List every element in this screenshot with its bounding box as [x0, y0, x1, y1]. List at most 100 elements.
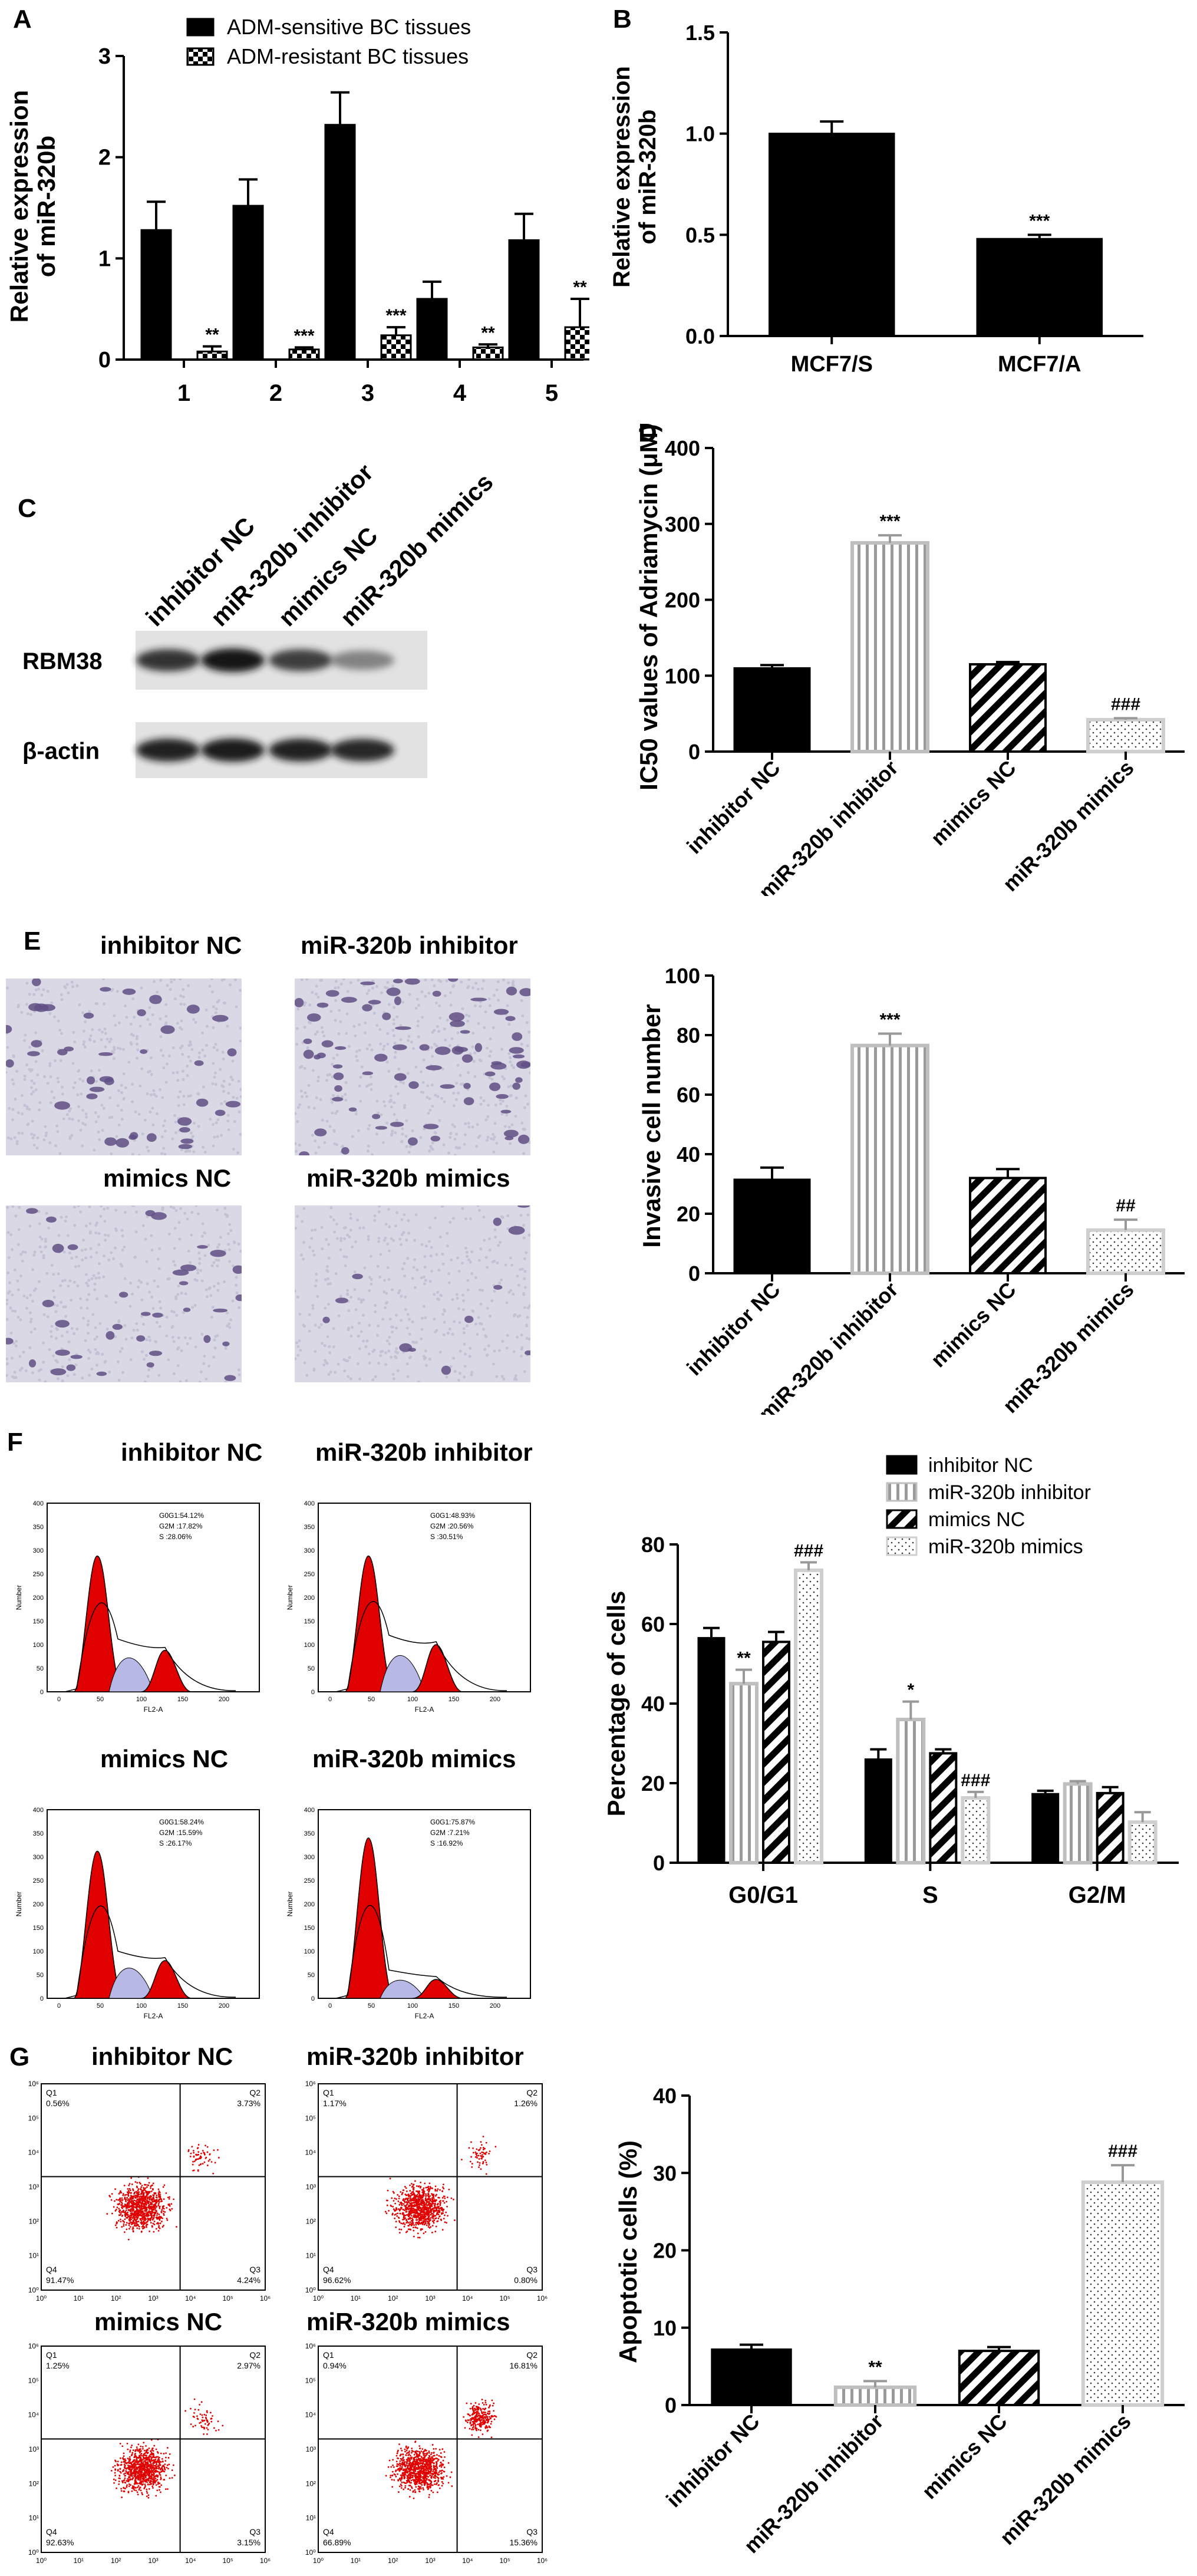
- event-dot: [404, 2186, 406, 2188]
- membrane-pore: [184, 1292, 187, 1296]
- event-dot: [159, 2192, 161, 2193]
- membrane-pore: [373, 1218, 377, 1222]
- membrane-pore: [339, 1239, 343, 1243]
- event-dot: [165, 2192, 167, 2194]
- membrane-pore: [375, 985, 378, 989]
- x-tick-label: 10¹: [74, 2294, 84, 2302]
- x-tick-label: 100: [407, 2002, 418, 2010]
- membrane-pore: [144, 1237, 147, 1241]
- x-tick-label: 4: [453, 380, 467, 406]
- event-dot: [393, 2192, 395, 2194]
- event-dot: [194, 2159, 197, 2161]
- event-dot: [405, 2211, 407, 2213]
- membrane-pore: [18, 1355, 22, 1358]
- plot-frame: [318, 1809, 531, 1999]
- g2m-peak: [412, 1979, 463, 1999]
- event-dot: [147, 2193, 149, 2195]
- membrane-pore: [371, 1003, 375, 1007]
- membrane-pore: [164, 1129, 167, 1133]
- event-dot: [127, 2214, 128, 2216]
- membrane-pore: [212, 1123, 215, 1126]
- membrane-pore: [11, 1248, 14, 1251]
- event-dot: [159, 2206, 161, 2208]
- membrane-pore: [23, 1074, 27, 1078]
- membrane-pore: [408, 1355, 412, 1359]
- membrane-pore: [140, 1298, 144, 1302]
- membrane-pore: [235, 1096, 239, 1100]
- event-dot: [130, 2192, 133, 2194]
- y-tick-label: 10: [653, 2316, 677, 2340]
- event-dot: [134, 2206, 137, 2209]
- membrane-pore: [36, 1073, 39, 1077]
- event-dot: [408, 2206, 410, 2208]
- event-dot: [133, 2193, 135, 2195]
- membrane-pore: [52, 1273, 55, 1276]
- membrane-pore: [31, 1136, 35, 1139]
- event-dot: [148, 2204, 150, 2206]
- event-dot: [494, 2146, 497, 2148]
- membrane-pore: [501, 1075, 504, 1078]
- membrane-pore: [479, 1059, 483, 1063]
- membrane-pore: [11, 1108, 15, 1111]
- membrane-pore: [507, 1052, 511, 1055]
- event-dot: [433, 2193, 435, 2196]
- event-dot: [166, 2218, 168, 2220]
- bar: [232, 205, 264, 361]
- membrane-pore: [89, 1247, 93, 1250]
- event-dot: [479, 2162, 481, 2164]
- invasive-cell: [172, 1269, 189, 1276]
- event-dot: [126, 2222, 128, 2224]
- membrane-pore: [236, 1151, 239, 1155]
- membrane-pore: [179, 1090, 182, 1093]
- event-dot: [126, 2217, 128, 2219]
- event-dot: [126, 2196, 128, 2199]
- event-dot: [127, 2206, 129, 2209]
- y-tick-label: 250: [33, 1571, 44, 1578]
- event-dot: [416, 2203, 418, 2205]
- membrane-pore: [25, 1296, 29, 1300]
- x-tick-label: 10⁰: [36, 2557, 47, 2565]
- invasive-cell: [227, 1048, 237, 1057]
- membrane-pore: [307, 1105, 311, 1109]
- membrane-pore: [165, 1062, 169, 1066]
- membrane-pore: [371, 1153, 374, 1155]
- invasive-cell: [118, 1292, 128, 1298]
- micrograph-background: [295, 1205, 530, 1382]
- event-dot: [120, 2190, 121, 2192]
- membrane-pore: [382, 1100, 385, 1103]
- membrane-pore: [103, 1361, 107, 1364]
- membrane-pore: [55, 1124, 59, 1128]
- membrane-pore: [435, 1329, 438, 1332]
- membrane-pore: [177, 1221, 181, 1224]
- membrane-pore: [209, 1294, 213, 1297]
- membrane-pore: [229, 1318, 233, 1322]
- membrane-pore: [492, 1138, 495, 1141]
- membrane-pore: [124, 1004, 127, 1008]
- membrane-pore: [19, 1253, 23, 1256]
- membrane-pore: [34, 1031, 38, 1035]
- membrane-pore: [405, 1119, 408, 1122]
- membrane-pore: [334, 1272, 338, 1276]
- membrane-pore: [436, 1095, 440, 1098]
- y-tick-label: 10⁶: [28, 2342, 39, 2350]
- membrane-pore: [476, 1123, 479, 1126]
- event-dot: [131, 2198, 133, 2200]
- event-dot: [484, 2159, 486, 2162]
- event-dot: [125, 2207, 127, 2209]
- membrane-pore: [403, 1103, 407, 1107]
- event-dot: [443, 2183, 444, 2186]
- x-tick-label: 200: [219, 2002, 229, 2010]
- event-dot: [129, 2198, 131, 2201]
- event-dot: [404, 2215, 407, 2216]
- event-dot: [128, 2185, 130, 2186]
- membrane-pore: [14, 1098, 17, 1101]
- event-dot: [136, 2223, 138, 2225]
- event-dot: [124, 2213, 127, 2215]
- invasive-cell: [464, 1315, 474, 1323]
- event-dot: [152, 2182, 154, 2185]
- invasive-cell: [448, 979, 459, 982]
- membrane-pore: [15, 1139, 19, 1143]
- event-dot: [398, 2203, 401, 2206]
- membrane-pore: [403, 1213, 406, 1217]
- event-dot: [409, 2184, 411, 2186]
